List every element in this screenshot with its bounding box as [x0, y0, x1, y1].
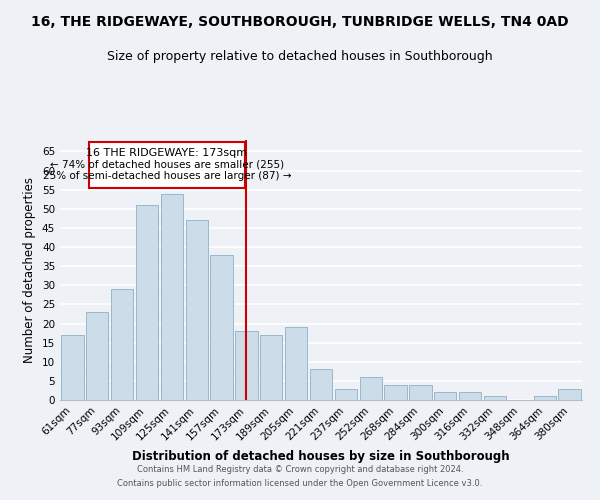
Bar [310, 370, 332, 400]
Bar [385, 384, 407, 400]
Bar [211, 254, 233, 400]
Bar [285, 328, 307, 400]
Bar [434, 392, 457, 400]
Bar [111, 289, 133, 400]
Bar [86, 312, 109, 400]
Bar [533, 396, 556, 400]
FancyBboxPatch shape [89, 142, 245, 188]
Bar [459, 392, 481, 400]
Bar [409, 384, 431, 400]
Bar [235, 331, 257, 400]
Text: 16, THE RIDGEWAYE, SOUTHBOROUGH, TUNBRIDGE WELLS, TN4 0AD: 16, THE RIDGEWAYE, SOUTHBOROUGH, TUNBRID… [31, 15, 569, 29]
Text: 16 THE RIDGEWAYE: 173sqm: 16 THE RIDGEWAYE: 173sqm [86, 148, 247, 158]
Text: Size of property relative to detached houses in Southborough: Size of property relative to detached ho… [107, 50, 493, 63]
Text: 25% of semi-detached houses are larger (87) →: 25% of semi-detached houses are larger (… [43, 170, 291, 180]
Text: ← 74% of detached houses are smaller (255): ← 74% of detached houses are smaller (25… [50, 159, 284, 169]
Bar [260, 335, 283, 400]
Bar [161, 194, 183, 400]
Bar [484, 396, 506, 400]
Bar [559, 388, 581, 400]
X-axis label: Distribution of detached houses by size in Southborough: Distribution of detached houses by size … [132, 450, 510, 463]
Text: Contains HM Land Registry data © Crown copyright and database right 2024.
Contai: Contains HM Land Registry data © Crown c… [118, 466, 482, 487]
Bar [61, 335, 83, 400]
Bar [359, 377, 382, 400]
Bar [335, 388, 357, 400]
Bar [136, 205, 158, 400]
Bar [185, 220, 208, 400]
Y-axis label: Number of detached properties: Number of detached properties [23, 177, 37, 363]
